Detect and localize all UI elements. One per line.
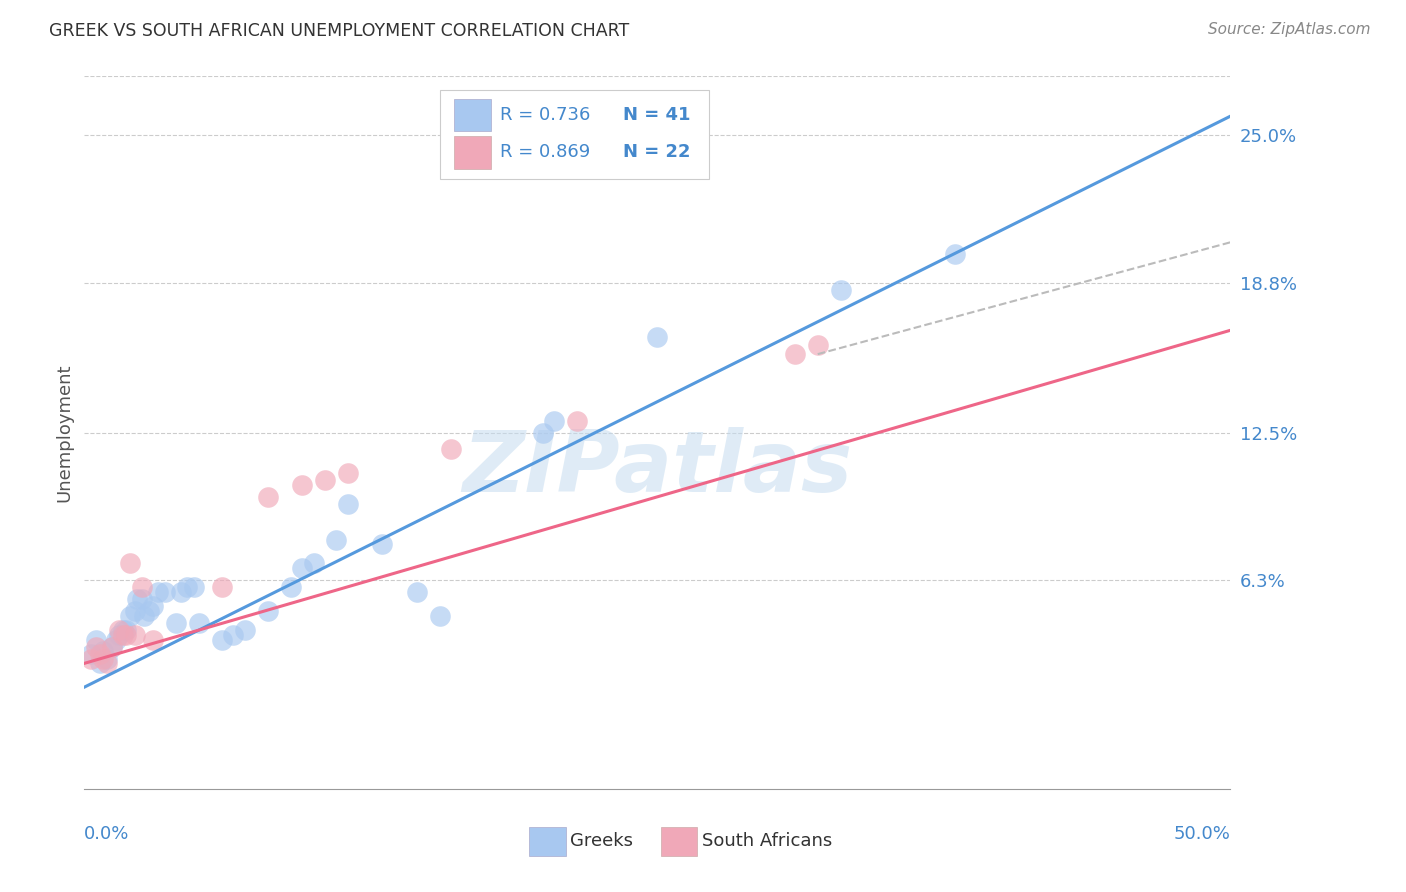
Text: 50.0%: 50.0% (1174, 825, 1230, 843)
Point (943, 247, 966, 261)
Point (233, 623, 256, 637)
Text: Greeks: Greeks (571, 832, 633, 850)
Point (142, 599, 165, 614)
Point (80, 651, 103, 665)
Point (371, 537, 394, 551)
Point (405, 585, 427, 599)
Point (120, 608, 142, 623)
Text: 0.0%: 0.0% (84, 825, 129, 843)
Point (165, 615, 187, 630)
Point (188, 615, 211, 630)
Point (114, 628, 136, 642)
Text: Source: ZipAtlas.com: Source: ZipAtlas.com (1208, 22, 1371, 37)
Point (91, 644, 114, 658)
Point (325, 533, 347, 547)
Point (89, 657, 111, 671)
Point (146, 585, 169, 599)
Point (176, 580, 198, 594)
Text: N = 41: N = 41 (623, 106, 690, 124)
Point (131, 580, 153, 594)
Point (302, 557, 325, 571)
Point (211, 580, 233, 594)
FancyBboxPatch shape (661, 827, 697, 856)
Point (647, 330, 669, 344)
Point (107, 623, 129, 637)
Point (291, 561, 314, 575)
Point (142, 632, 165, 647)
Point (807, 337, 830, 351)
Point (89, 647, 111, 661)
Point (131, 592, 153, 607)
Point (114, 623, 136, 637)
FancyBboxPatch shape (529, 827, 565, 856)
Point (543, 414, 565, 428)
Point (124, 604, 146, 618)
Text: R = 0.736: R = 0.736 (501, 106, 591, 124)
Point (84, 640, 107, 654)
Point (107, 628, 129, 642)
Point (256, 604, 278, 618)
FancyBboxPatch shape (454, 136, 491, 169)
Point (440, 442, 463, 457)
Point (96, 651, 118, 665)
Text: GREEK VS SOUTH AFRICAN UNEMPLOYMENT CORRELATION CHART: GREEK VS SOUTH AFRICAN UNEMPLOYMENT CORR… (49, 22, 630, 40)
Y-axis label: Unemployment: Unemployment (55, 363, 73, 502)
Point (783, 347, 806, 361)
Text: R = 0.869: R = 0.869 (501, 144, 591, 161)
Point (80, 647, 103, 661)
Point (138, 604, 160, 618)
Point (256, 490, 278, 504)
Text: ZIPatlas: ZIPatlas (463, 426, 852, 510)
Point (125, 592, 148, 607)
FancyBboxPatch shape (454, 99, 491, 131)
Point (112, 628, 135, 642)
Point (120, 557, 142, 571)
Point (105, 632, 128, 647)
FancyBboxPatch shape (440, 90, 709, 179)
Point (531, 425, 554, 440)
Point (830, 283, 852, 297)
Point (124, 628, 146, 642)
Text: N = 22: N = 22 (623, 144, 690, 161)
Point (222, 628, 245, 642)
Point (429, 608, 451, 623)
Point (336, 466, 359, 480)
Point (291, 478, 314, 492)
Point (91, 651, 114, 665)
Point (565, 414, 588, 428)
Text: South Africans: South Africans (702, 832, 832, 850)
Point (183, 580, 205, 594)
Point (96, 657, 118, 671)
Point (101, 640, 124, 654)
Point (336, 497, 359, 511)
Point (314, 473, 336, 487)
Point (153, 585, 176, 599)
Point (280, 580, 302, 594)
Point (84, 632, 107, 647)
Point (211, 632, 233, 647)
Point (112, 623, 135, 637)
Point (169, 585, 191, 599)
Point (132, 608, 155, 623)
Point (101, 640, 124, 654)
